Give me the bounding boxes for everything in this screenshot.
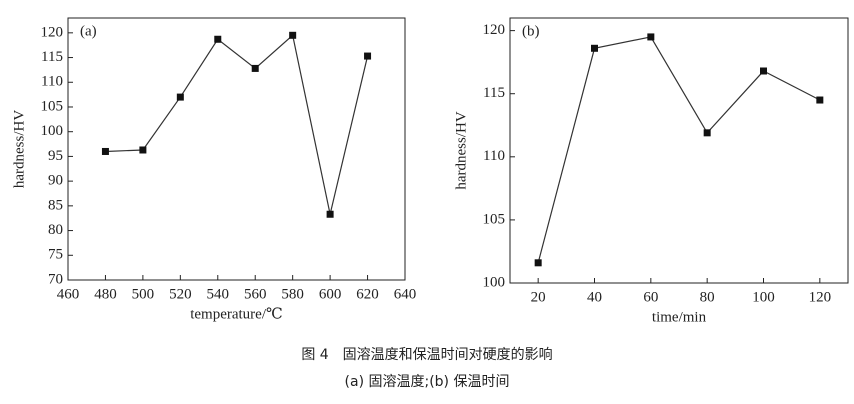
x-tick-label: 620: [356, 286, 379, 302]
y-tick-label: 100: [41, 123, 64, 139]
caption-title: 图 4 固溶温度和保温时间对硬度的影响: [301, 347, 552, 363]
data-point: [760, 67, 767, 75]
x-tick-label: 120: [809, 289, 832, 305]
data-point: [534, 259, 542, 267]
data-point: [176, 93, 184, 101]
y-tick-label: 110: [41, 74, 63, 90]
x-tick-label: 20: [531, 289, 546, 305]
y-tick-label: 115: [483, 85, 505, 101]
data-point: [816, 96, 824, 104]
y-axis-label: hardness/HV: [11, 110, 27, 188]
y-tick-label: 90: [48, 173, 63, 189]
y-axis-label: hardness/HV: [453, 111, 469, 189]
data-point: [214, 35, 222, 43]
x-tick-label: 540: [207, 286, 230, 302]
y-tick-label: 105: [483, 211, 506, 227]
plot-frame: [509, 17, 849, 284]
caption-subtitle: (a) 固溶温度;(b) 保温时间: [345, 374, 510, 390]
data-point: [251, 64, 259, 72]
x-tick-label: 640: [394, 286, 417, 302]
y-tick-label: 120: [41, 24, 64, 40]
y-tick-label: 115: [41, 49, 63, 65]
data-line: [105, 34, 369, 215]
panel-label: (a): [80, 23, 97, 39]
y-tick-label: 85: [48, 197, 63, 213]
data-point: [139, 146, 147, 154]
x-tick-label: 40: [587, 289, 602, 305]
y-tick-label: 80: [48, 222, 63, 238]
panel-label: (b): [522, 23, 540, 39]
y-tick-label: 95: [48, 148, 63, 164]
data-point: [289, 31, 297, 39]
data-point: [364, 52, 372, 60]
y-tick-label: 70: [48, 271, 63, 287]
x-tick-label: 600: [319, 286, 342, 302]
y-tick-label: 100: [483, 274, 506, 290]
y-tick-label: 75: [48, 247, 63, 263]
data-point: [101, 147, 109, 155]
x-tick-label: 460: [57, 286, 80, 302]
data-point: [326, 210, 334, 218]
data-line: [537, 36, 821, 263]
plot-frame: [67, 17, 406, 281]
data-point: [703, 129, 711, 137]
x-tick-label: 580: [281, 286, 304, 302]
y-tick-label: 120: [483, 22, 506, 38]
x-tick-label: 560: [244, 286, 267, 302]
x-axis-label: temperature/℃: [190, 306, 283, 322]
data-point: [647, 33, 655, 41]
data-point: [591, 44, 598, 52]
x-tick-label: 520: [169, 286, 192, 302]
x-tick-label: 100: [752, 289, 775, 305]
x-tick-label: 60: [643, 289, 658, 305]
y-tick-label: 105: [41, 98, 64, 114]
x-axis-label: time/min: [652, 309, 707, 325]
x-tick-label: 480: [94, 286, 117, 302]
y-tick-label: 110: [483, 148, 505, 164]
x-tick-label: 80: [700, 289, 715, 305]
x-tick-label: 500: [132, 286, 155, 302]
